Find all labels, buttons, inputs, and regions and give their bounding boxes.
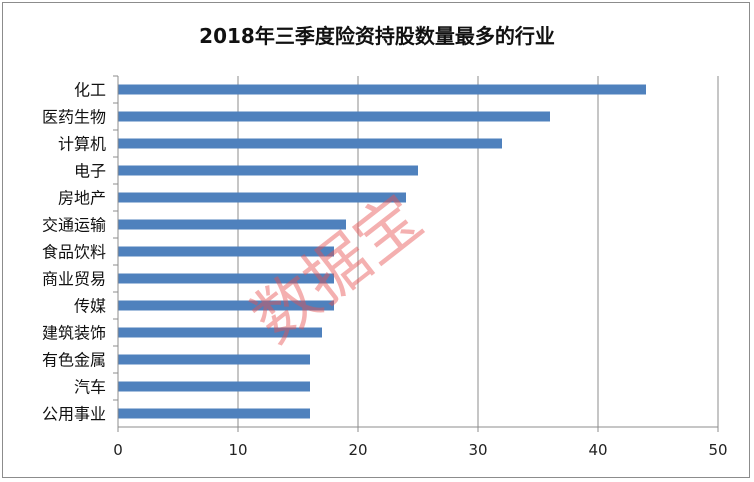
category-label: 电子 [74,162,106,181]
category-label: 计算机 [58,135,106,154]
category-label: 房地产 [58,189,106,208]
bar [118,381,310,392]
x-tick-label: 30 [468,441,487,459]
category-label: 汽车 [74,378,106,397]
bars [118,84,646,419]
bar [118,219,346,230]
category-label: 有色金属 [42,351,106,370]
x-tick-label: 20 [348,441,367,459]
x-tick-label: 40 [588,441,607,459]
category-label: 医药生物 [42,108,106,127]
axes [113,75,719,432]
category-label: 交通运输 [42,216,106,235]
x-tick-labels: 0 10 20 30 40 50 [113,441,727,459]
category-label: 化工 [74,81,106,100]
bar [118,84,646,95]
bar [118,300,334,311]
bar [118,408,310,419]
bar [118,273,334,284]
bar [118,192,406,203]
category-label: 商业贸易 [42,270,106,289]
x-tick-label: 10 [228,441,247,459]
grid-lines [237,76,719,427]
category-labels: 化工医药生物计算机电子房地产交通运输食品饮料商业贸易传媒建筑装饰有色金属汽车公用… [42,81,106,424]
watermark: 数据宝 [239,181,436,358]
x-tick-label: 0 [113,441,123,459]
chart-frame [2,2,750,478]
category-label: 传媒 [74,297,106,316]
bar [118,354,310,365]
bar [118,111,550,122]
category-label: 食品饮料 [42,243,106,262]
bar [118,246,334,257]
bar [118,327,322,338]
x-tick-label: 50 [708,441,727,459]
category-label: 公用事业 [42,405,106,424]
category-label: 建筑装饰 [42,324,106,343]
chart-title: 2018年三季度险资持股数量最多的行业 [199,24,555,48]
bar [118,165,418,176]
bar [118,138,502,149]
